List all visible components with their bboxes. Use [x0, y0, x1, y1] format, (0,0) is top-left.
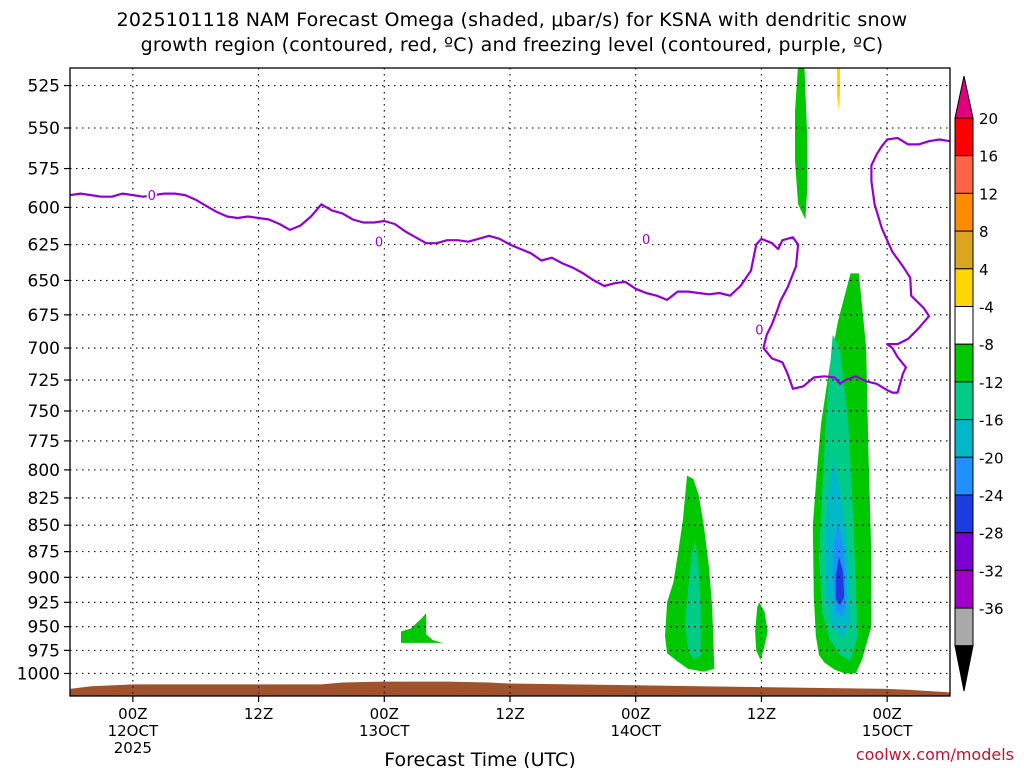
y-tick-label: 900 [28, 568, 60, 588]
terrain-fill [70, 681, 950, 696]
x-tick-year: 2025 [114, 739, 152, 757]
freezing-level-label: 0 [375, 236, 383, 251]
y-tick-label: 875 [28, 543, 60, 563]
credit-watermark: coolwx.com/models [855, 745, 1014, 764]
y-tick-label: 850 [28, 516, 60, 536]
colorbar-swatch [954, 268, 974, 307]
colorbar: 20 16 12 8 4 -4 -8 -12 -16 -20 -24 -28 -32 -36 [954, 75, 1004, 692]
x-tick-label: 12Z [495, 705, 524, 723]
colorbar-swatch [954, 155, 974, 194]
colorbar-swatch [954, 456, 974, 496]
colorbar-label: -12 [979, 374, 1004, 392]
colorbar-label: -16 [979, 412, 1004, 430]
colorbar-label: -32 [979, 562, 1004, 580]
colorbar-label: 20 [979, 110, 998, 128]
y-tick-label: 1000 [17, 664, 60, 684]
y-tick-label: 800 [28, 461, 60, 481]
contour-label-bg [754, 322, 765, 337]
colorbar-label: -4 [979, 299, 994, 317]
y-tick-label: 925 [28, 593, 60, 613]
contour-label-bg [146, 188, 157, 203]
y-tick-label: 975 [28, 641, 60, 661]
y-axis: 525 550 575 600 625 650 675 700 725 750 775 800 825 8… [17, 77, 70, 684]
x-axis-title: Forecast Time (UTC) [384, 749, 575, 768]
chart-title-line2: growth region (contoured, red, ºC) and f… [140, 34, 884, 56]
colorbar-swatch [954, 607, 974, 647]
colorbar-label: -8 [979, 336, 994, 354]
y-tick-label: 575 [28, 160, 60, 180]
contour-label-bg [374, 234, 385, 249]
freezing-level-label: 0 [755, 324, 763, 339]
omega-region [835, 556, 845, 606]
colorbar-swatch [954, 230, 974, 270]
omega-region [685, 541, 701, 660]
x-tick-label: 00Z [621, 705, 650, 723]
x-tick-date: 13OCT [359, 722, 410, 740]
omega-region [795, 68, 808, 220]
y-tick-label: 825 [28, 489, 60, 509]
colorbar-label: 16 [979, 148, 998, 166]
freezing-level-line [70, 136, 950, 394]
y-tick-label: 750 [28, 402, 60, 422]
colorbar-swatch [954, 381, 974, 421]
x-tick-date: 15OCT [862, 722, 913, 740]
y-tick-label: 950 [28, 618, 60, 638]
x-tick-label: 00Z [370, 705, 399, 723]
y-tick-label: 525 [28, 77, 60, 97]
colorbar-swatch [954, 532, 974, 571]
grid [70, 68, 950, 696]
colorbar-label: 4 [979, 261, 989, 279]
y-tick-label: 700 [28, 339, 60, 359]
x-tick-label: 00Z [872, 705, 901, 723]
y-tick-label: 625 [28, 236, 60, 256]
colorbar-label: -20 [979, 449, 1004, 467]
x-tick-date: 12OCT [108, 722, 159, 740]
colorbar-swatch [954, 494, 974, 534]
y-tick-label: 675 [28, 306, 60, 326]
freezing-level-label: 0 [642, 233, 650, 248]
colorbar-swatch [954, 192, 974, 232]
colorbar-swatch [954, 569, 974, 609]
omega-region [836, 68, 840, 112]
colorbar-arrow-top [954, 75, 974, 119]
colorbar-label: 12 [979, 185, 998, 203]
colorbar-label: 8 [979, 223, 989, 241]
colorbar-swatch [954, 306, 974, 345]
y-tick-label: 725 [28, 371, 60, 391]
colorbar-swatch [954, 419, 974, 458]
x-tick-date: 14OCT [610, 722, 661, 740]
contour-label-bg [641, 231, 652, 246]
y-tick-label: 600 [28, 198, 60, 218]
chart-title-line1: 2025101118 NAM Forecast Omega (shaded, μ… [116, 9, 908, 31]
colorbar-label: -28 [979, 525, 1004, 543]
x-tick-label: 12Z [244, 705, 273, 723]
y-tick-label: 550 [28, 119, 60, 139]
x-tick-label: 12Z [747, 705, 776, 723]
x-tick-label: 00Z [118, 705, 147, 723]
y-tick-label: 650 [28, 271, 60, 291]
colorbar-swatch [954, 343, 974, 383]
colorbar-label: -24 [979, 487, 1004, 505]
colorbar-label: -36 [979, 600, 1004, 618]
colorbar-swatch [954, 117, 974, 157]
freezing-level-label: 0 [148, 189, 156, 204]
omega-region [755, 602, 768, 660]
omega-region [401, 613, 443, 643]
y-tick-label: 775 [28, 432, 60, 452]
colorbar-arrow-bottom [954, 645, 974, 692]
